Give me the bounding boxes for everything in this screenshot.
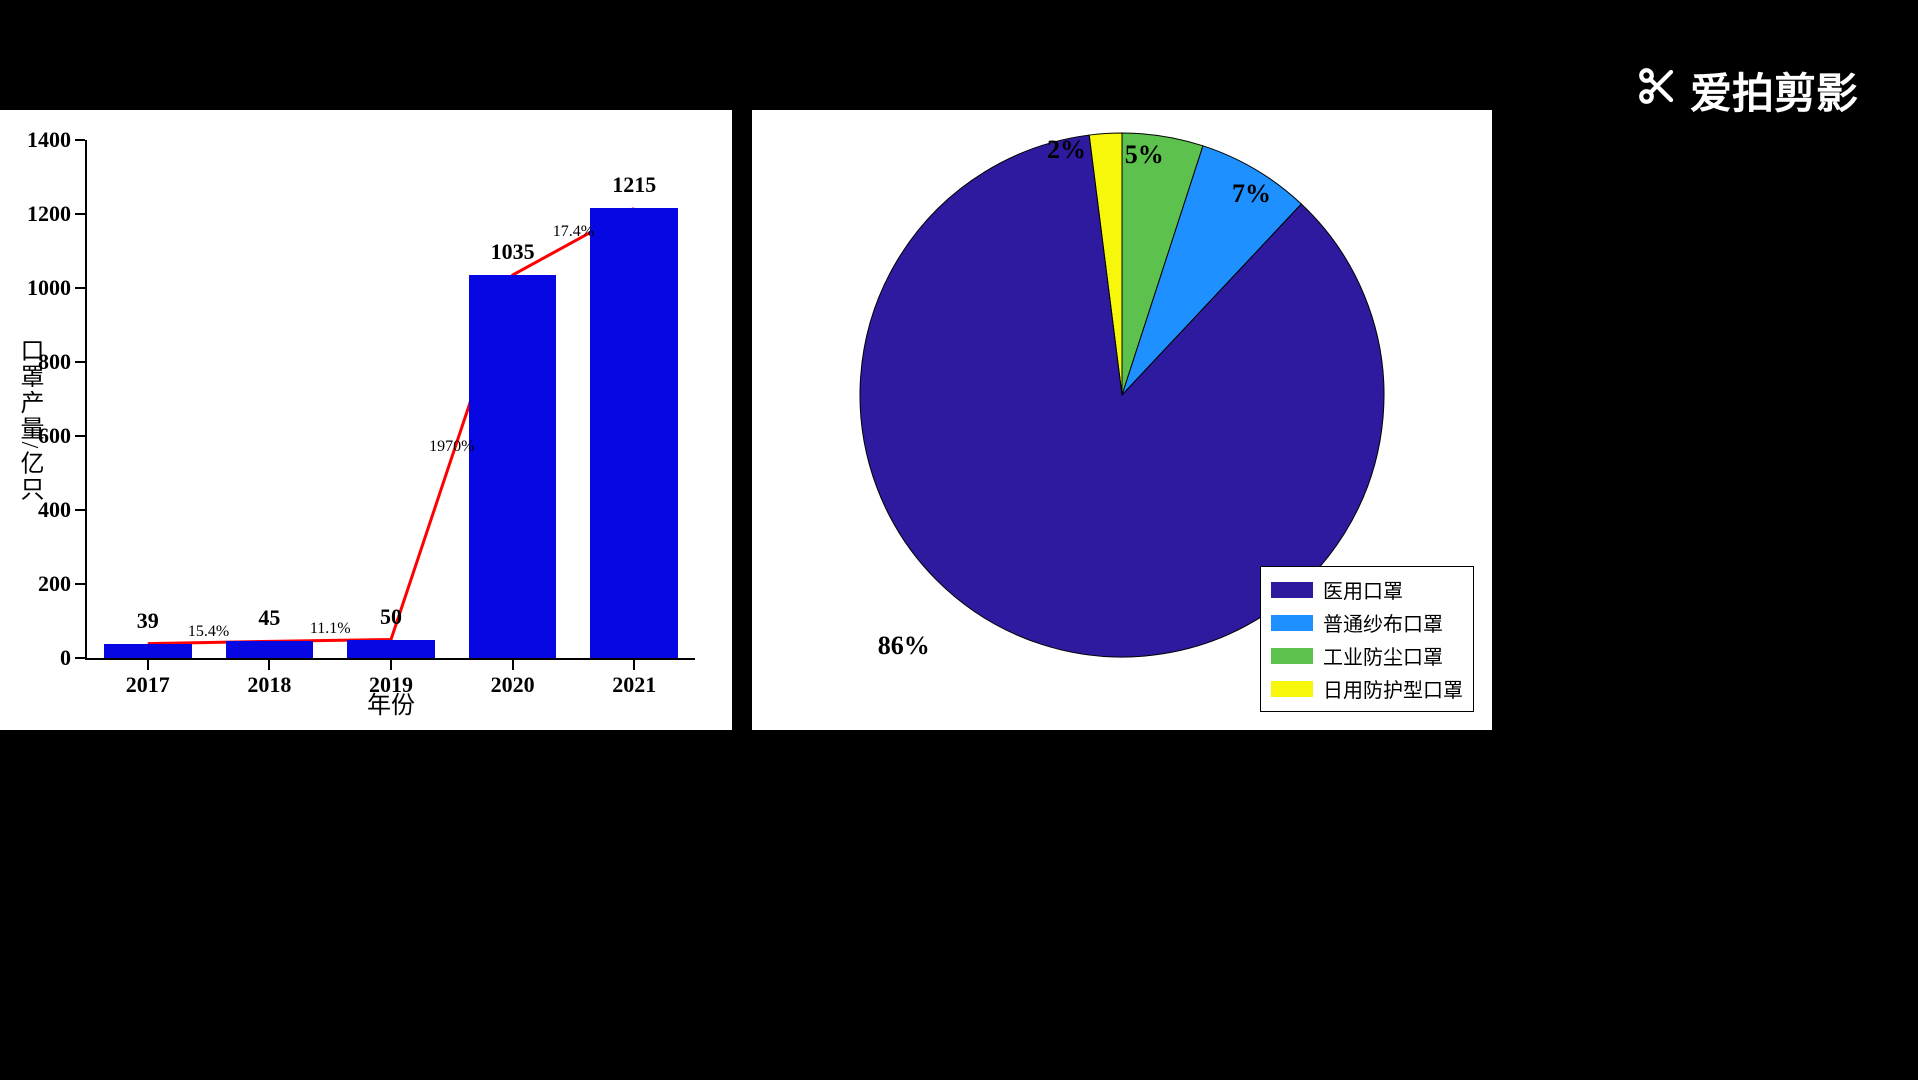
ytick-label: 200 bbox=[38, 571, 71, 597]
xtick bbox=[633, 660, 635, 670]
growth-label: 11.1% bbox=[310, 620, 351, 638]
growth-label: 17.4% bbox=[553, 223, 594, 241]
legend-item: 工业防尘口罩 bbox=[1271, 639, 1463, 672]
ytick bbox=[75, 657, 85, 659]
ytick bbox=[75, 583, 85, 585]
ytick-label: 400 bbox=[38, 497, 71, 523]
bar-value-label: 50 bbox=[380, 604, 402, 630]
pie-pct-label: 7% bbox=[1232, 179, 1271, 209]
legend-label: 医用口罩 bbox=[1323, 575, 1403, 604]
bar-chart-panel: 口罩产量/亿只 02004006008001000120014002017392… bbox=[0, 110, 732, 730]
ytick-label: 1200 bbox=[27, 201, 71, 227]
pie-pct-label: 86% bbox=[878, 631, 930, 661]
legend-item: 普通纱布口罩 bbox=[1271, 606, 1463, 639]
xtick bbox=[390, 660, 392, 670]
watermark: 爱拍剪影 bbox=[1636, 60, 1858, 121]
ytick-label: 0 bbox=[60, 645, 71, 671]
xtick-label: 2017 bbox=[126, 672, 170, 698]
pie-chart-panel: 医用口罩普通纱布口罩工业防尘口罩日用防护型口罩 2% 5% 7% 86% bbox=[752, 110, 1492, 730]
xtick bbox=[512, 660, 514, 670]
pie-pct-label: 2% bbox=[1047, 135, 1086, 165]
legend-swatch bbox=[1271, 681, 1313, 697]
bar-chart-plot-area: 0200400600800100012001400201739201845201… bbox=[85, 140, 695, 660]
ytick bbox=[75, 287, 85, 289]
legend-item: 医用口罩 bbox=[1271, 573, 1463, 606]
legend-swatch bbox=[1271, 648, 1313, 664]
ytick-label: 800 bbox=[38, 349, 71, 375]
bar bbox=[469, 275, 557, 658]
ytick-label: 600 bbox=[38, 423, 71, 449]
ytick-label: 1000 bbox=[27, 275, 71, 301]
bar-value-label: 45 bbox=[258, 605, 280, 631]
xtick-label: 2018 bbox=[247, 672, 291, 698]
legend-label: 工业防尘口罩 bbox=[1323, 641, 1443, 670]
legend-label: 日用防护型口罩 bbox=[1323, 674, 1463, 703]
bar-value-label: 39 bbox=[137, 608, 159, 634]
growth-label: 1970% bbox=[429, 438, 474, 456]
xtick bbox=[268, 660, 270, 670]
legend-swatch bbox=[1271, 615, 1313, 631]
xtick-label: 2020 bbox=[491, 672, 535, 698]
watermark-text: 爱拍剪影 bbox=[1690, 60, 1858, 121]
xtick bbox=[147, 660, 149, 670]
bar bbox=[226, 641, 314, 658]
bar-value-label: 1215 bbox=[612, 172, 656, 198]
ytick bbox=[75, 509, 85, 511]
bar bbox=[347, 640, 435, 659]
legend-item: 日用防护型口罩 bbox=[1271, 672, 1463, 705]
ytick-label: 1400 bbox=[27, 127, 71, 153]
ytick bbox=[75, 139, 85, 141]
growth-label: 15.4% bbox=[188, 623, 229, 641]
legend-label: 普通纱布口罩 bbox=[1323, 608, 1443, 637]
bar-value-label: 1035 bbox=[491, 239, 535, 265]
pie-pct-label: 5% bbox=[1125, 140, 1164, 170]
ytick bbox=[75, 435, 85, 437]
ytick bbox=[75, 213, 85, 215]
xtick-label: 2021 bbox=[612, 672, 656, 698]
bar-chart-xlabel: 年份 bbox=[367, 685, 415, 720]
ytick bbox=[75, 361, 85, 363]
bar bbox=[104, 644, 192, 658]
legend-swatch bbox=[1271, 582, 1313, 598]
pie-legend: 医用口罩普通纱布口罩工业防尘口罩日用防护型口罩 bbox=[1260, 566, 1474, 712]
scissors-icon bbox=[1636, 65, 1678, 117]
bar bbox=[590, 208, 678, 658]
